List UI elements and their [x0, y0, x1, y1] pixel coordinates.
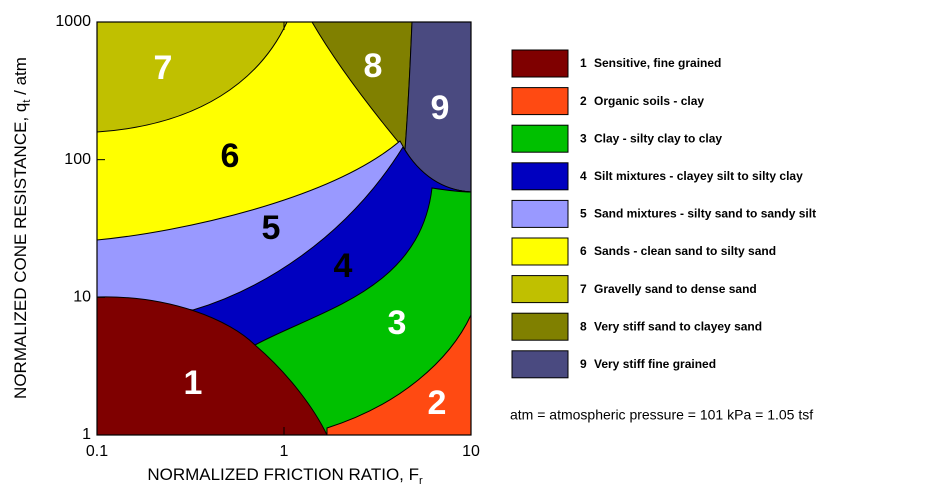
legend-number: 7	[580, 282, 587, 296]
legend-number: 4	[580, 169, 587, 183]
legend-swatch	[511, 87, 569, 116]
legend-number: 1	[580, 56, 587, 70]
y-label-after: / atm	[11, 57, 30, 100]
zone-number: 2	[428, 384, 447, 422]
legend-swatch	[511, 237, 569, 266]
x-tick-label: 0.1	[86, 443, 108, 460]
legend-swatch	[511, 275, 569, 304]
x-tick-label: 1	[280, 443, 289, 460]
legend-number: 3	[580, 131, 587, 145]
y-tick-label: 10	[73, 289, 91, 306]
legend-number: 9	[580, 357, 587, 371]
zone-number: 3	[388, 304, 407, 342]
legend-label: Very stiff sand to clayey sand	[594, 319, 762, 333]
x-axis-label: NORMALIZED FRICTION RATIO, Fr	[147, 465, 423, 486]
y-tick-label: 100	[64, 151, 91, 168]
legend-swatch	[511, 162, 569, 191]
legend-number: 2	[580, 94, 587, 108]
legend-swatch	[511, 49, 569, 78]
zone-number: 4	[334, 247, 353, 285]
legend-label: Gravelly sand to dense sand	[594, 282, 757, 296]
legend-label: Silt mixtures - clayey silt to silty cla…	[594, 169, 803, 183]
legend-label: Sands - clean sand to silty sand	[594, 244, 776, 258]
zone-number: 6	[221, 137, 240, 175]
note: atm = atmospheric pressure = 101 kPa = 1…	[510, 407, 813, 423]
zone-number: 5	[262, 209, 281, 247]
legend-swatch	[511, 350, 569, 379]
zone-number: 9	[431, 89, 450, 127]
y-label-sub: t	[21, 100, 33, 103]
legend-number: 6	[580, 244, 587, 258]
x-tick-label: 10	[462, 443, 480, 460]
zone-layer	[96, 21, 472, 436]
legend-swatch	[511, 124, 569, 153]
legend-label: Sensitive, fine grained	[594, 56, 721, 70]
y-tick-label: 1	[82, 426, 91, 443]
y-tick-label: 1000	[55, 13, 91, 30]
y-axis-label: NORMALIZED CONE RESISTANCE, qt / atm	[11, 57, 32, 399]
zone-number: 8	[364, 47, 383, 85]
zone-number: 1	[184, 364, 203, 402]
x-label-text: NORMALIZED FRICTION RATIO, F	[147, 465, 419, 484]
legend-number: 5	[580, 207, 587, 221]
legend-label: Clay - silty clay to clay	[594, 131, 722, 145]
y-label-text: NORMALIZED CONE RESISTANCE, q	[11, 103, 30, 399]
legend-number: 8	[580, 319, 587, 333]
legend-swatch	[511, 199, 569, 228]
zone	[254, 187, 472, 436]
x-label-sub: r	[419, 475, 423, 487]
legend-swatch	[511, 312, 569, 341]
legend-label: Organic soils - clay	[594, 94, 704, 108]
zone-number: 7	[154, 49, 173, 87]
zone	[96, 296, 328, 436]
legend-label: Sand mixtures - silty sand to sandy silt	[594, 207, 816, 221]
legend-label: Very stiff fine grained	[594, 357, 716, 371]
zone	[96, 21, 288, 133]
